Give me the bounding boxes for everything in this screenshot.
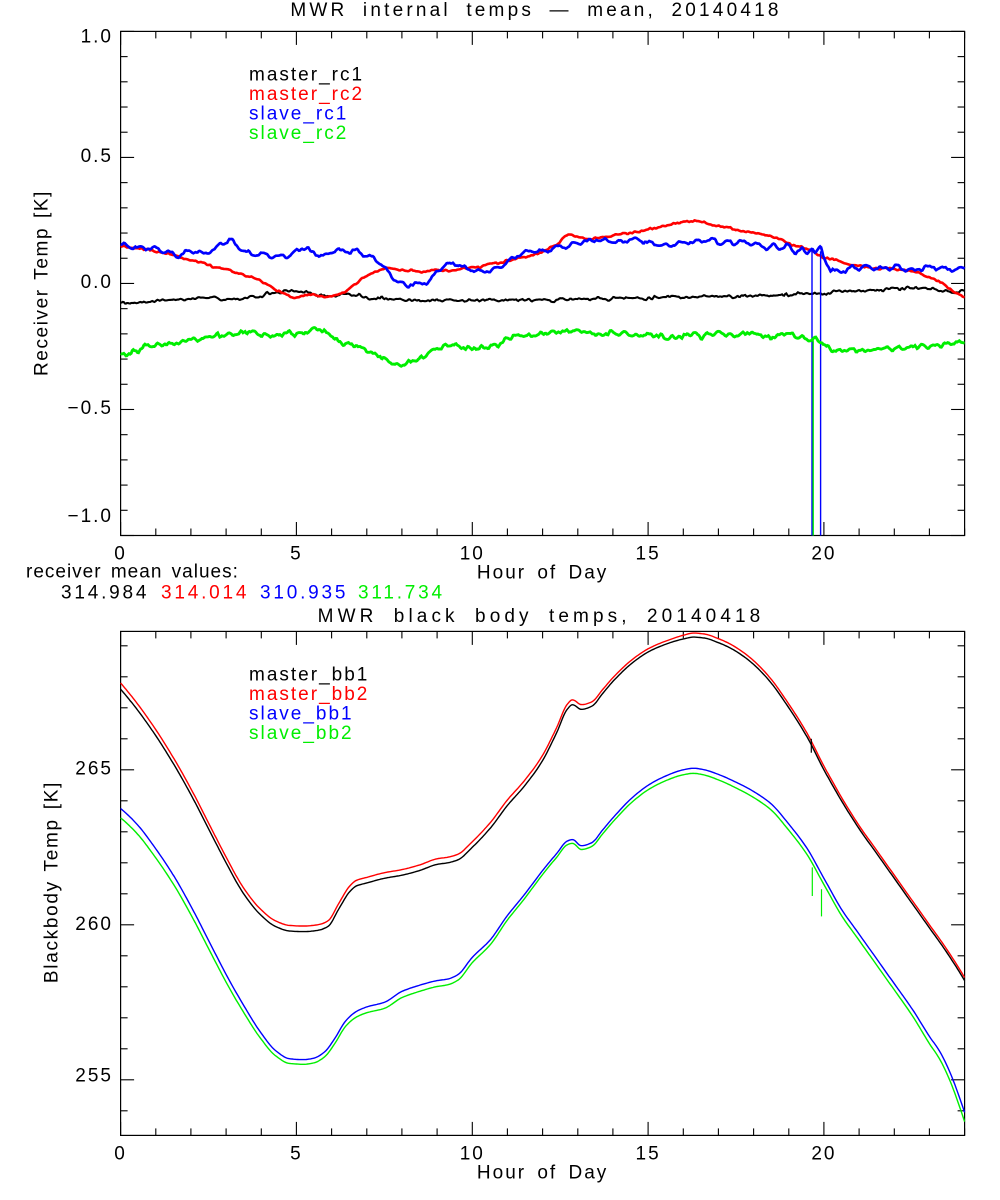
- svg-text:5: 5: [290, 1144, 303, 1165]
- svg-text:MWR black body temps, 20140418: MWR black body temps, 20140418: [318, 606, 765, 627]
- svg-text:10: 10: [460, 544, 485, 565]
- svg-text:20: 20: [811, 1144, 836, 1165]
- svg-text:15: 15: [636, 1144, 661, 1165]
- svg-text:314.984: 314.984: [61, 583, 149, 604]
- svg-text:255: 255: [75, 1066, 113, 1087]
- svg-text:20: 20: [811, 544, 836, 565]
- svg-text:Hour of Day: Hour of Day: [477, 563, 608, 584]
- svg-text:slave_rc2: slave_rc2: [249, 123, 348, 144]
- svg-text:Hour of Day: Hour of Day: [477, 1163, 608, 1184]
- svg-text:master_rc1: master_rc1: [249, 65, 364, 86]
- svg-text:master_rc2: master_rc2: [249, 84, 364, 105]
- svg-text:314.014: 314.014: [161, 583, 249, 604]
- svg-text:10: 10: [460, 1144, 485, 1165]
- svg-text:slave_rc1: slave_rc1: [249, 104, 348, 125]
- svg-text:−1.0: −1.0: [67, 506, 113, 527]
- svg-text:1.0: 1.0: [81, 27, 113, 48]
- svg-text:Receiver Temp [K]: Receiver Temp [K]: [32, 190, 53, 376]
- svg-text:5: 5: [290, 544, 303, 565]
- svg-text:15: 15: [636, 544, 661, 565]
- svg-text:265: 265: [75, 759, 113, 780]
- svg-text:MWR internal temps — mean, 201: MWR internal temps — mean, 20140418: [290, 0, 781, 21]
- svg-text:Blackbody Temp [K]: Blackbody Temp [K]: [42, 781, 63, 983]
- svg-text:slave_bb2: slave_bb2: [249, 723, 354, 744]
- svg-text:0: 0: [114, 1144, 127, 1165]
- svg-text:−0.5: −0.5: [67, 398, 113, 419]
- svg-text:260: 260: [75, 914, 113, 935]
- svg-text:0.5: 0.5: [81, 146, 113, 167]
- svg-text:0.0: 0.0: [81, 272, 113, 293]
- svg-text:0: 0: [114, 544, 127, 565]
- svg-text:master_bb2: master_bb2: [249, 684, 369, 705]
- svg-text:receiver mean values:: receiver mean values:: [26, 562, 239, 583]
- svg-text:311.734: 311.734: [358, 583, 445, 604]
- svg-text:master_bb1: master_bb1: [249, 665, 369, 686]
- svg-text:310.935: 310.935: [260, 583, 348, 604]
- svg-text:slave_bb1: slave_bb1: [249, 704, 354, 725]
